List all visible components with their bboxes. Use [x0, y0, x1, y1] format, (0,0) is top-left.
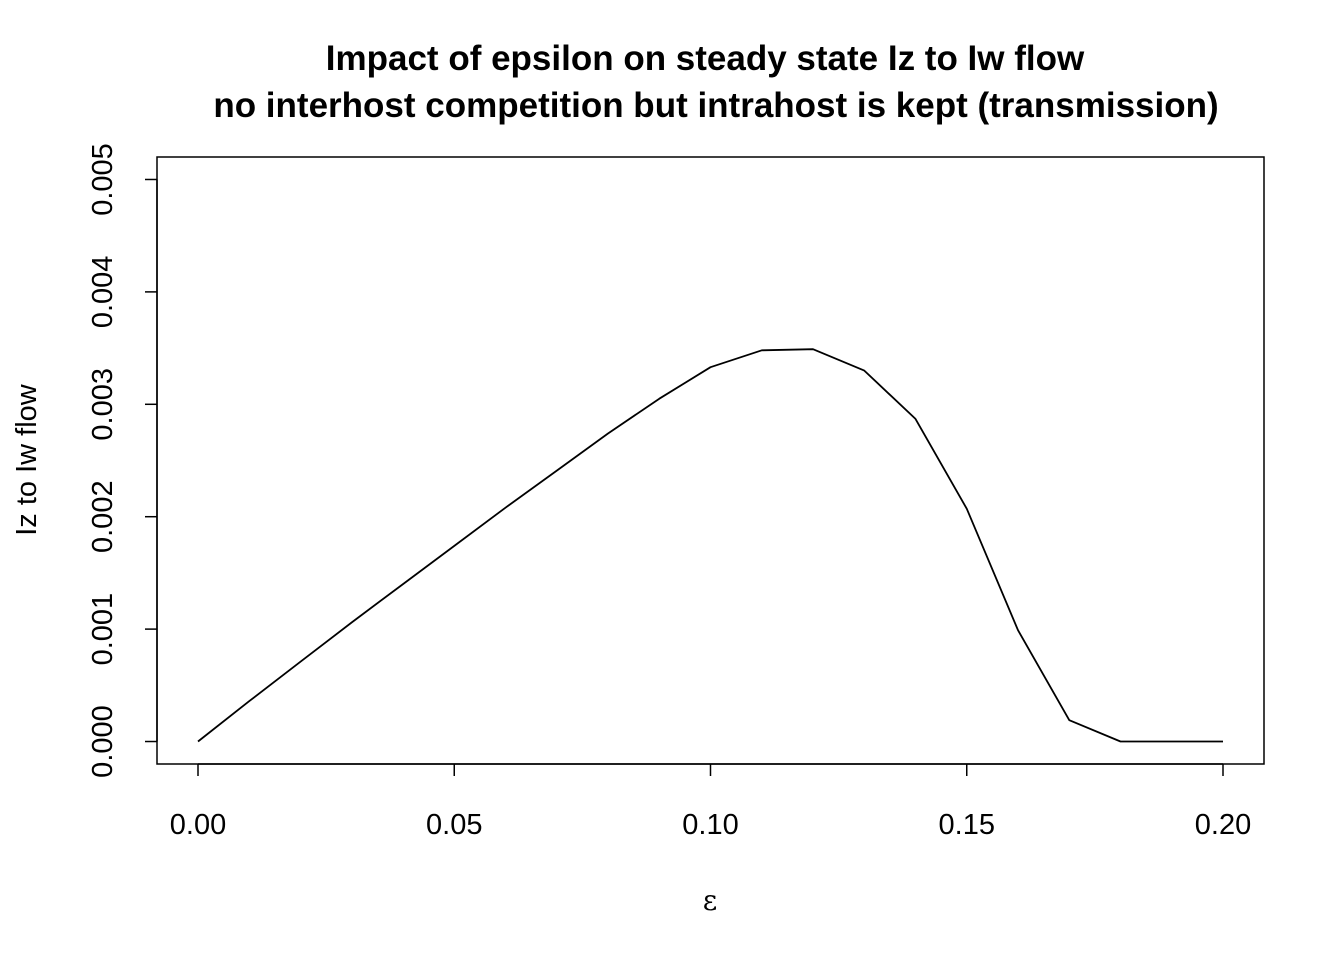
x-tick-label: 0.05 [426, 809, 482, 841]
y-tick-label: 0.005 [87, 143, 119, 216]
x-tick-label: 0.10 [682, 809, 738, 841]
x-tick-label: 0.00 [170, 809, 226, 841]
x-tick-label: 0.15 [939, 809, 995, 841]
chart-title-line2: no interhost competition but intrahost i… [213, 86, 1218, 125]
series-line-0 [197, 348, 1223, 743]
x-axis-label: ε [703, 884, 718, 917]
y-axis: 0.000 0.001 0.002 0.003 0.004 0.005 [87, 143, 158, 778]
y-tick-label: 0.002 [87, 480, 119, 553]
y-tick-label: 0.000 [87, 705, 119, 778]
y-tick-label: 0.001 [87, 593, 119, 666]
y-axis-label: Iz to Iw flow [11, 383, 43, 536]
series-layer [197, 348, 1223, 743]
y-tick-label: 0.004 [87, 256, 119, 329]
x-axis: 0.00 0.05 0.10 0.15 0.20 [170, 763, 1251, 841]
chart-title-line1: Impact of epsilon on steady state Iz to … [326, 39, 1085, 78]
plot-frame [156, 156, 1265, 765]
y-tick-label: 0.003 [87, 368, 119, 441]
x-tick-label: 0.20 [1195, 809, 1251, 841]
